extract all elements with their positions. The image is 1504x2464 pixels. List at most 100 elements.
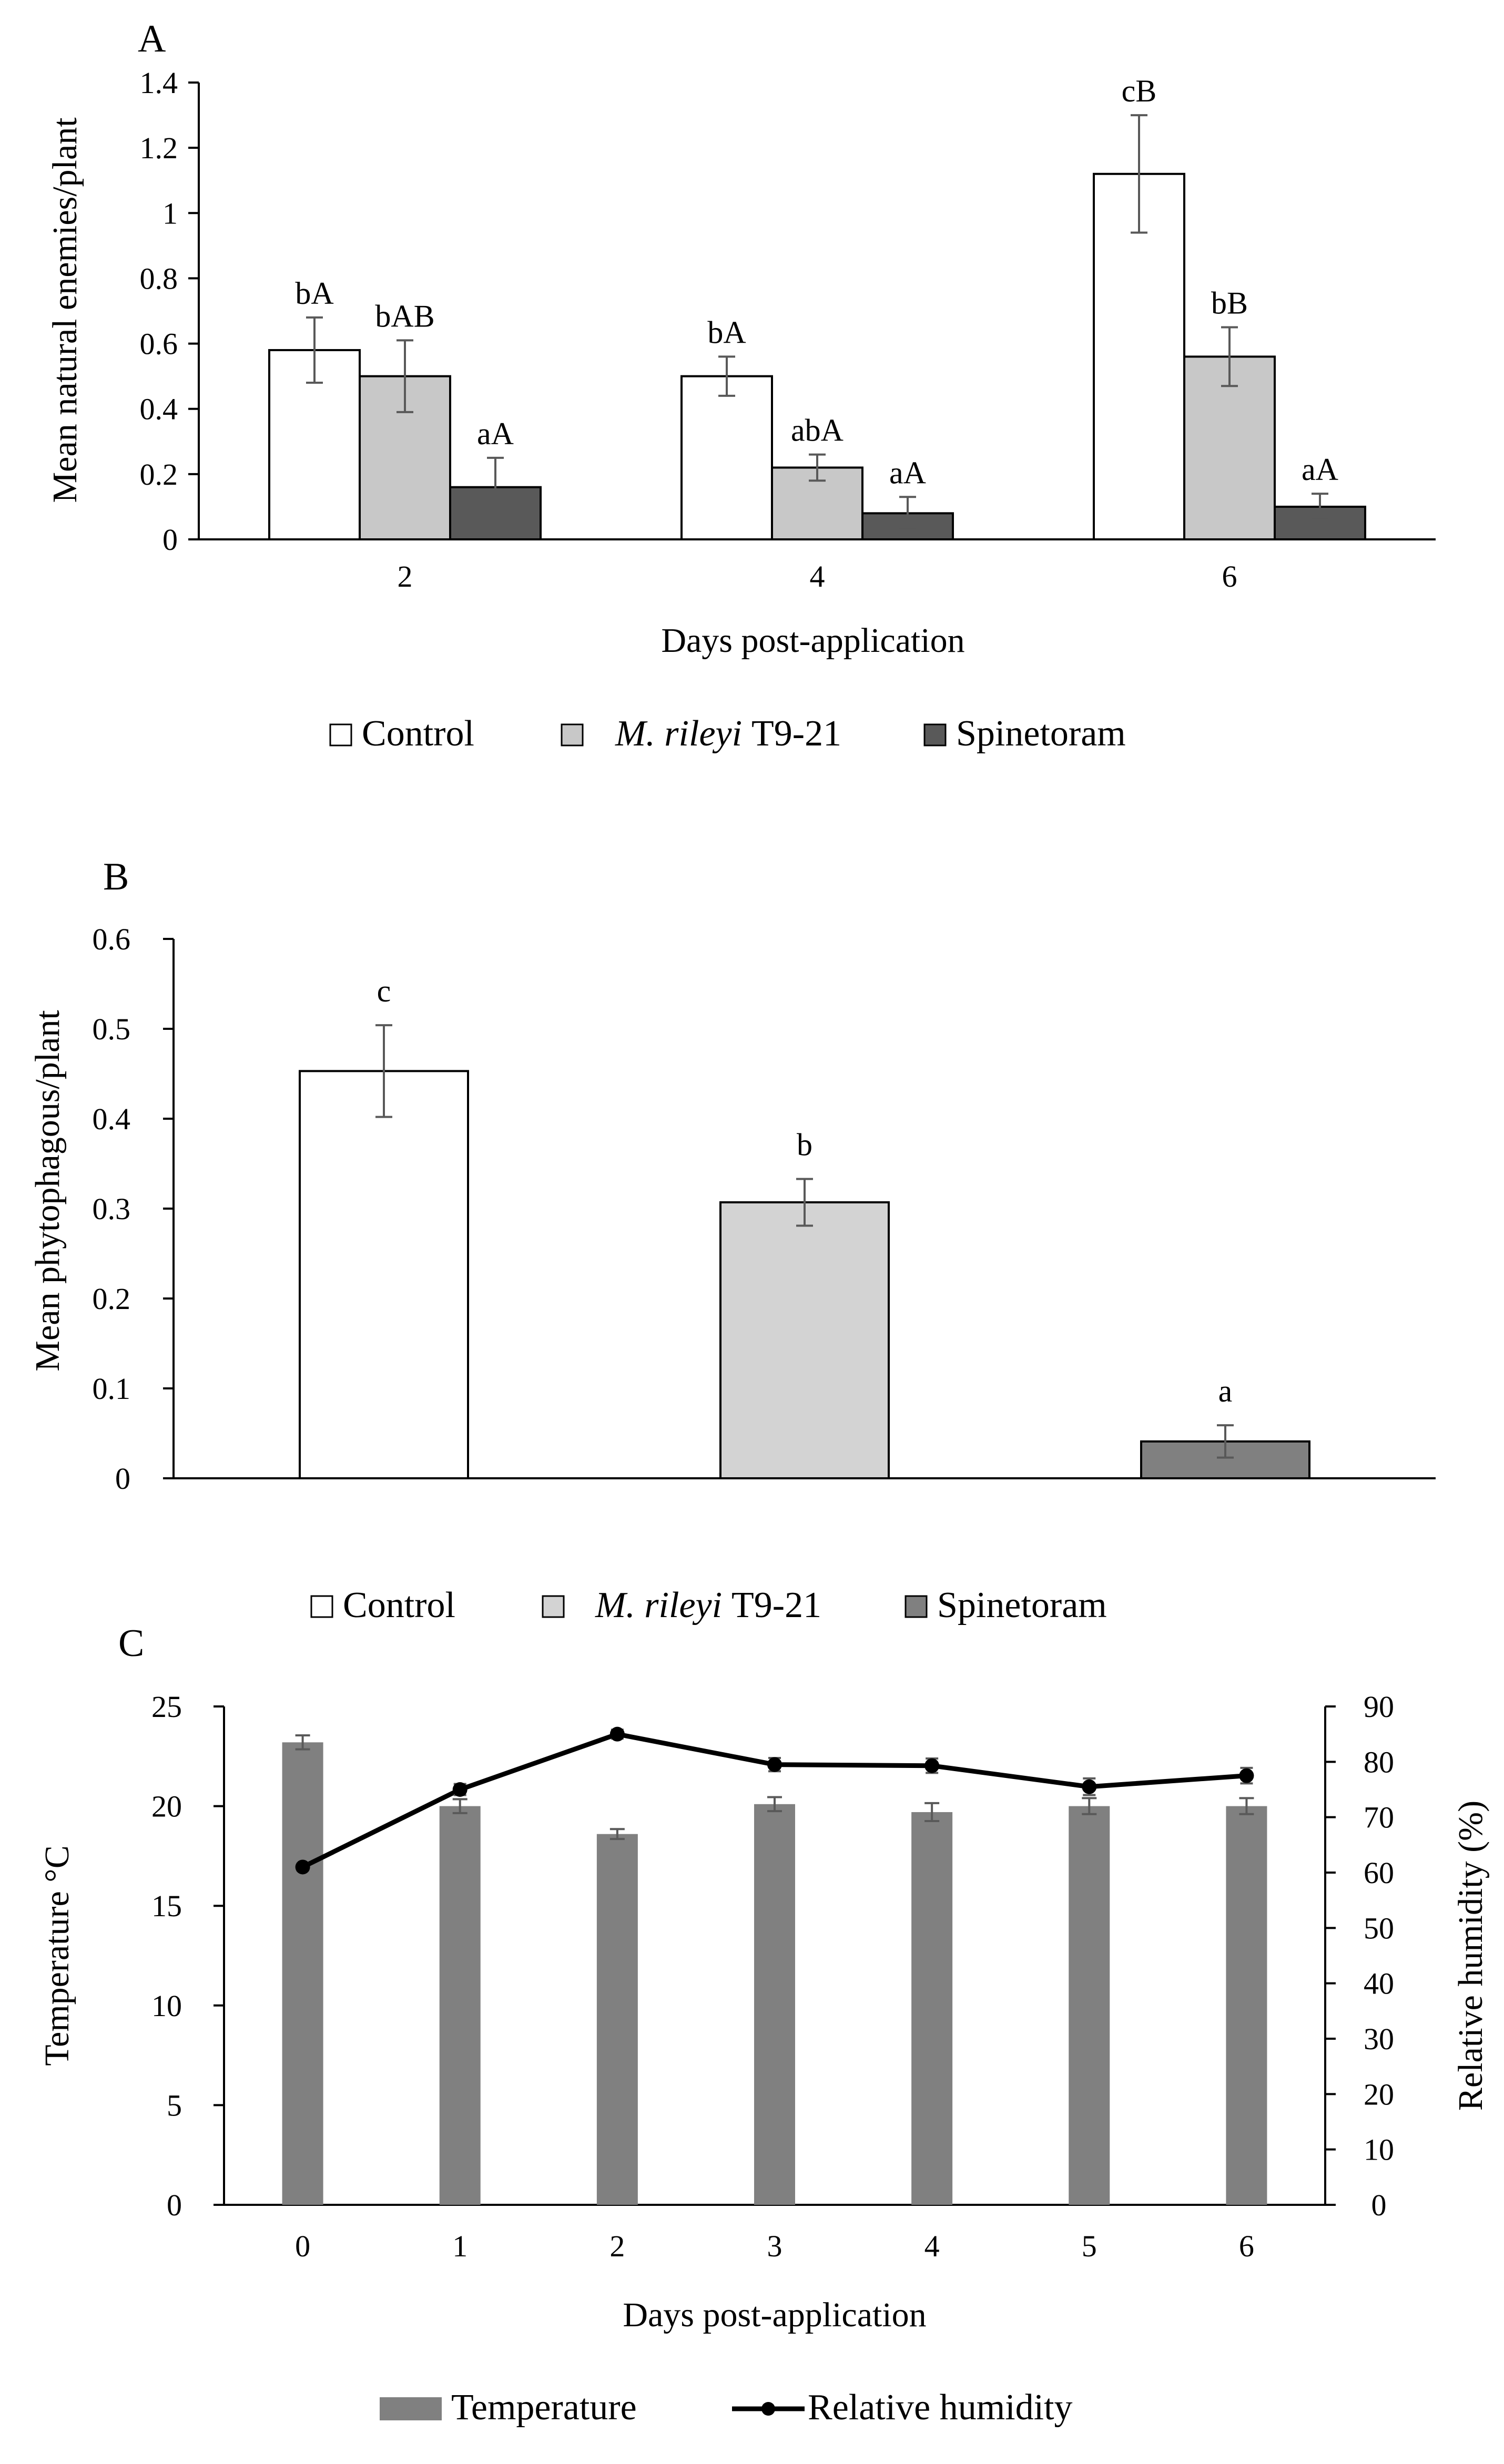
panel-c-humidity-marker [295, 1859, 310, 1875]
panel-a-letter: A [138, 17, 166, 60]
panel-b-y-tick-label: 0 [115, 1461, 130, 1496]
panel-c-humidity-marker [609, 1726, 625, 1742]
panel-c-y2-tick-label: 50 [1364, 1911, 1394, 1945]
panel-c-x-tick-label: 0 [295, 2229, 310, 2263]
panel-a-bar [1093, 172, 1185, 540]
panel-b-y-tick-label: 0.5 [93, 1012, 131, 1046]
panel-b-data-label: b [797, 1128, 812, 1162]
legend-a-swatch-mrileyi [561, 723, 584, 747]
legend-a-label-spinetoram: Spinetoram [956, 713, 1126, 754]
panel-a-y-tick-label: 0.8 [140, 261, 178, 295]
panel-c-temperature-bar [596, 1834, 638, 2205]
legend-a-label-mrileyi-strain: T9-21 [751, 713, 841, 754]
panel-c-humidity-marker [1082, 1779, 1097, 1794]
panel-a-y-tick-label: 1.4 [140, 66, 178, 100]
panel-c-x-tick-label: 4 [924, 2229, 940, 2263]
panel-c-y2-tick-label: 0 [1371, 2188, 1387, 2222]
panel-a-y-axis-title: Mean natural enemies/plant [46, 117, 84, 503]
panel-c-y2-tick-label: 60 [1364, 1856, 1394, 1890]
panel-a-x-axis-title: Days post-application [661, 621, 964, 660]
panel-c-x-tick-label: 3 [767, 2229, 783, 2263]
legend-b-label-mrileyi-species: M. rileyi [595, 1585, 722, 1625]
legend-b-label-mrileyi: M. rileyi T9-21 [595, 1585, 821, 1625]
legend-c: Temperature Relative humidity [380, 2387, 1073, 2428]
panel-b-y-tick-label: 0.2 [93, 1282, 131, 1316]
legend-c-label-humidity: Relative humidity [808, 2387, 1073, 2428]
panel-c-y-axis-title: Temperature °C [38, 1845, 76, 2066]
panel-b-data-label: a [1218, 1374, 1233, 1408]
panel-c-y2-tick-label: 30 [1364, 2022, 1394, 2056]
panel-b-y-axis-title: Mean phytophagous/plant [28, 1010, 67, 1371]
panel-a-x-tick-label: 4 [810, 559, 825, 594]
panel-c-temperature-bar [1226, 1806, 1267, 2205]
panel-a-data-label: abA [791, 413, 844, 448]
legend-b-label-spinetoram: Spinetoram [937, 1585, 1107, 1625]
panel-a-data-label: bA [707, 315, 746, 350]
panel-b-bar [719, 1201, 890, 1479]
panel-c-y2-axis-title: Relative humidity (%) [1451, 1801, 1490, 2111]
panel-a-data-label: cB [1122, 74, 1157, 108]
legend-b: Control M. rileyi T9-21 Spinetoram [310, 1585, 1107, 1625]
legend-c-label-temperature: Temperature [451, 2387, 637, 2428]
legend-a-swatch-spinetoram [923, 723, 947, 747]
panel-c-temperature-bar [911, 1812, 953, 2205]
legend-b-swatch-spinetoram [905, 1595, 928, 1618]
panel-a-data-label: aA [1302, 452, 1338, 487]
panel-c-chart: 0 5 10 15 20 25 0 10 20 30 40 50 60 70 80 90 0 1 2 3 4 5 6 [151, 1690, 1394, 2263]
panel-b-y-tick-label: 0.6 [93, 922, 131, 956]
panel-c-y2-tick-label: 70 [1364, 1801, 1394, 1835]
panel-c-x-axis-title: Days post-application [623, 2296, 926, 2334]
panel-a-bar [359, 375, 451, 541]
panel-a-bar [680, 375, 773, 541]
legend-a: Control M. rileyi T9-21 Spinetoram [329, 713, 1126, 754]
legend-b-swatch-mrileyi [542, 1595, 565, 1618]
legend-b-label-control: Control [343, 1585, 455, 1625]
panel-c-y-tick-label: 20 [151, 1790, 182, 1824]
panel-b-chart: 0 0.1 0.2 0.3 0.4 0.5 0.6 c b a [93, 922, 1436, 1496]
legend-a-label-mrileyi: M. rileyi T9-21 [615, 713, 841, 754]
panel-a-bar [1183, 355, 1276, 541]
panel-c-x-tick-label: 5 [1082, 2229, 1097, 2263]
panel-c-humidity-marker [767, 1757, 782, 1772]
panel-a-x-tick-label: 6 [1222, 559, 1237, 594]
panel-b-bar [299, 1070, 469, 1479]
panel-c-temperature-bar [282, 1742, 323, 2205]
panel-c-y-tick-label: 0 [167, 2188, 182, 2222]
panel-a-data-label: aA [477, 416, 514, 451]
panel-a-y-tick-label: 0.2 [140, 457, 178, 492]
panel-a-x-tick-label: 2 [398, 559, 413, 594]
panel-c-temperature-bar [439, 1806, 481, 2205]
panel-b-data-label: c [377, 974, 391, 1008]
panel-c-letter: C [118, 1622, 144, 1665]
panel-b-letter: B [103, 855, 129, 898]
panel-c-y2-tick-label: 20 [1364, 2077, 1394, 2111]
panel-c-temperature-bar [1069, 1806, 1110, 2205]
legend-b-label-mrileyi-strain: T9-21 [731, 1585, 821, 1625]
panel-a-data-label: bA [295, 276, 333, 311]
legend-a-label-control: Control [362, 713, 474, 754]
panel-c-humidity-marker [924, 1758, 940, 1773]
panel-c-temperature-bar [754, 1804, 795, 2205]
panel-b-y-tick-label: 0.3 [93, 1192, 131, 1226]
panel-a-y-tick-label: 0.6 [140, 327, 178, 361]
legend-c-swatch-humidity-marker [761, 2402, 775, 2416]
panel-c-y2-tick-label: 80 [1364, 1745, 1394, 1779]
legend-a-label-mrileyi-species: M. rileyi [615, 713, 742, 754]
panel-c-humidity-marker [452, 1782, 468, 1797]
panel-a-y-tick-label: 1.2 [140, 131, 178, 165]
panel-c-y2-tick-label: 90 [1364, 1690, 1394, 1724]
panel-c-y2-tick-label: 10 [1364, 2133, 1394, 2167]
legend-c-swatch-temperature [380, 2397, 442, 2420]
panel-a-data-label: bB [1211, 286, 1248, 321]
panel-c-x-tick-label: 2 [609, 2229, 625, 2263]
panel-c-y-tick-label: 10 [151, 1989, 182, 2023]
panel-c-humidity-marker [1239, 1768, 1254, 1783]
legend-b-swatch-control [310, 1595, 333, 1618]
panel-c-x-tick-label: 1 [452, 2229, 468, 2263]
panel-c-y2-tick-label: 40 [1364, 1967, 1394, 2001]
panel-a-chart: 0 0.2 0.4 0.6 0.8 1 1.2 1.4 2 bA bAB aA 4 bA abA aA 6 cB b… [140, 66, 1436, 594]
panel-a-data-label: bAB [375, 299, 434, 333]
panel-c-y-tick-label: 25 [151, 1690, 182, 1724]
panel-b-y-tick-label: 0.1 [93, 1372, 131, 1406]
